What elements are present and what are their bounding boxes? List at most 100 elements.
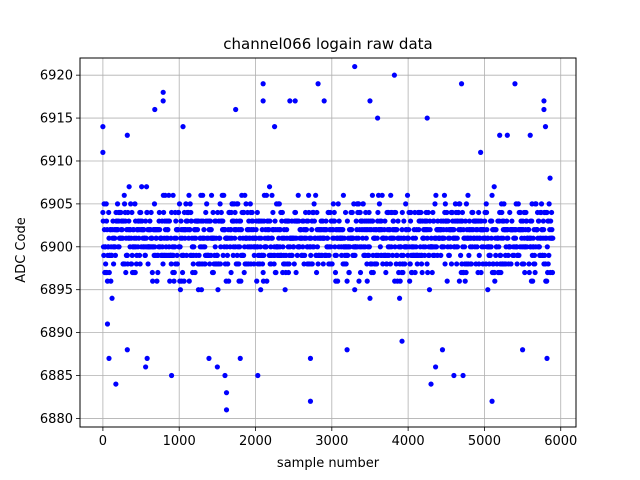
data-point (132, 269, 138, 276)
data-point (210, 209, 216, 216)
data-point (376, 201, 383, 207)
data-point (109, 295, 115, 301)
data-point (258, 235, 264, 241)
data-point (327, 209, 333, 216)
data-point (509, 218, 515, 224)
data-point (178, 218, 184, 224)
data-point (191, 244, 197, 250)
data-point (538, 201, 545, 207)
data-point (251, 252, 257, 258)
data-point (341, 235, 347, 241)
data-point (128, 201, 134, 207)
data-point (103, 261, 109, 267)
outlier-point (424, 115, 430, 121)
x-tick-label: 6000 (544, 434, 577, 449)
data-point (370, 218, 376, 224)
data-point (432, 201, 438, 207)
data-point (441, 192, 448, 198)
data-point (496, 244, 502, 250)
data-point (347, 244, 353, 250)
data-point (488, 235, 495, 241)
data-point (536, 244, 542, 250)
data-point (366, 244, 372, 250)
data-point (478, 269, 484, 276)
data-point (171, 278, 177, 284)
data-point (530, 235, 536, 241)
data-point (126, 218, 132, 224)
data-point (383, 269, 389, 276)
outlier-point (542, 124, 549, 130)
data-point (286, 261, 292, 267)
data-point (393, 261, 399, 267)
data-point (159, 244, 166, 250)
data-point (549, 269, 556, 276)
data-point (166, 192, 172, 198)
data-point (397, 278, 403, 284)
data-point (118, 209, 124, 216)
data-point (388, 244, 394, 250)
data-point (550, 235, 556, 241)
data-point (308, 235, 314, 241)
data-point (366, 209, 372, 216)
data-point (221, 192, 227, 198)
data-point (268, 244, 274, 250)
data-point (449, 209, 455, 216)
data-point (142, 252, 148, 258)
data-point (272, 218, 278, 224)
data-point (200, 192, 206, 198)
data-point (230, 252, 236, 258)
outlier-point (255, 372, 261, 379)
data-point (355, 235, 361, 241)
data-point (433, 244, 440, 250)
data-point (452, 201, 459, 207)
data-point (382, 218, 388, 224)
data-point (260, 269, 266, 276)
data-point (485, 287, 491, 293)
data-point (168, 209, 175, 216)
data-point (108, 278, 114, 284)
data-points (100, 63, 556, 413)
outlier-point (541, 98, 547, 104)
data-point (306, 209, 312, 216)
data-point (514, 261, 520, 267)
data-point (267, 218, 273, 224)
data-point (389, 252, 396, 258)
data-point (340, 192, 347, 198)
data-point (546, 201, 552, 207)
data-point (186, 278, 192, 284)
outlier-point (124, 347, 130, 353)
data-point (143, 235, 149, 241)
data-point (335, 201, 341, 207)
data-point (422, 252, 428, 258)
outlier-point (160, 89, 166, 95)
data-point (522, 269, 528, 276)
data-point (174, 252, 180, 258)
data-point (446, 252, 452, 258)
data-point (235, 201, 241, 207)
outlier-point (260, 81, 266, 87)
data-point (488, 244, 494, 250)
data-point (378, 218, 384, 224)
outlier-point (504, 132, 510, 138)
outlier-point (106, 355, 112, 361)
data-point (493, 252, 499, 258)
data-point (422, 244, 428, 250)
data-point (273, 269, 279, 276)
data-point (232, 209, 238, 216)
data-point (214, 252, 220, 258)
data-point (177, 244, 183, 250)
outlier-point (143, 364, 149, 370)
data-point (124, 252, 130, 258)
data-point (364, 261, 370, 267)
data-point (462, 218, 469, 224)
data-point (482, 218, 488, 224)
data-point (109, 252, 115, 258)
data-point (489, 192, 495, 198)
data-point (491, 269, 498, 276)
data-point (270, 209, 276, 216)
data-point (296, 218, 302, 224)
data-point (492, 278, 498, 284)
data-point (533, 201, 539, 207)
data-point (151, 201, 158, 207)
